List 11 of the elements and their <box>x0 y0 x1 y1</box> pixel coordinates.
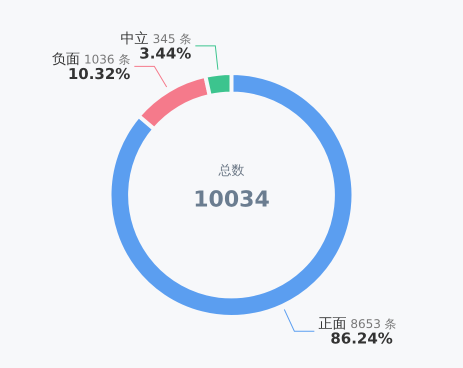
slice-label: 正面 <box>318 316 346 332</box>
text: 10034 <box>193 188 270 213</box>
data-label: 1036 条 <box>84 52 130 66</box>
data-label: 8653 条 <box>350 317 397 332</box>
text: 3.44% <box>139 44 192 62</box>
text: 总数 <box>218 163 244 178</box>
text: 10.32% <box>68 64 130 83</box>
text: 86.24% <box>330 330 393 348</box>
slice-label: 中立 <box>120 30 149 47</box>
data-label: 345 条 <box>152 32 192 46</box>
slice-label: 负面 <box>52 51 80 68</box>
